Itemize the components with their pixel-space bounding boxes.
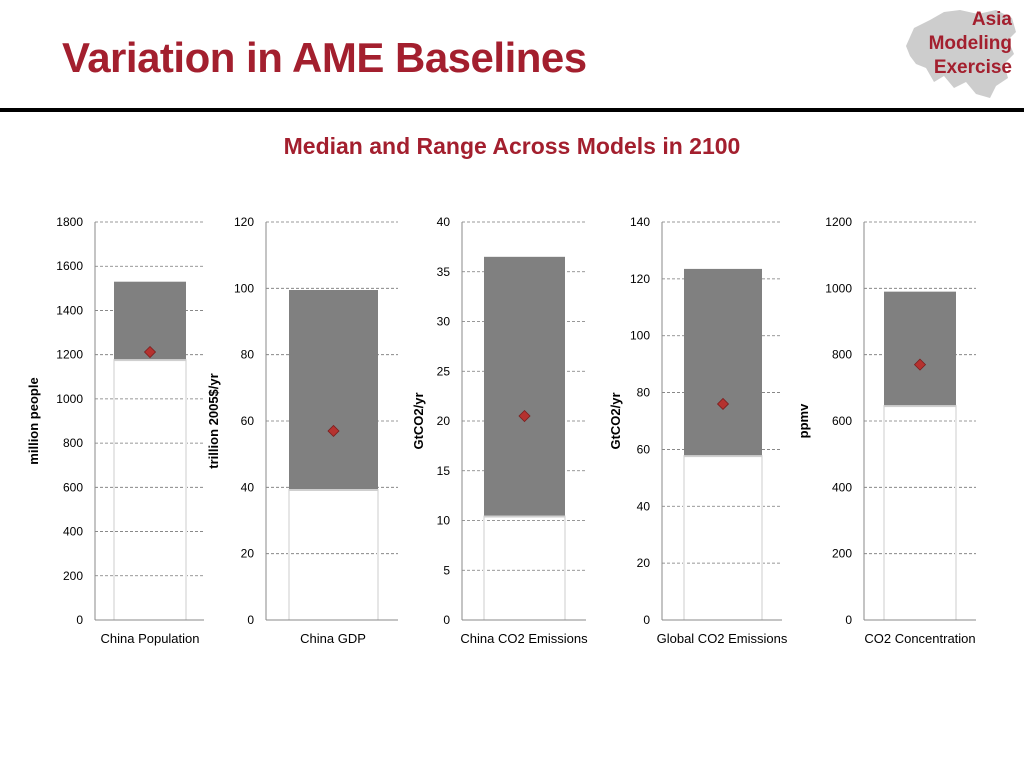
y-tick-label: 0 bbox=[247, 613, 254, 627]
y-tick-label: 20 bbox=[241, 547, 255, 561]
y-tick-label: 1000 bbox=[56, 392, 83, 406]
logo-line-exercise: Exercise bbox=[933, 57, 1012, 78]
y-tick-label: 1800 bbox=[56, 215, 83, 229]
median-marker bbox=[518, 409, 531, 423]
y-tick-label: 1200 bbox=[825, 215, 852, 229]
y-tick-label: 5 bbox=[443, 563, 450, 577]
y-tick-label: 100 bbox=[630, 329, 650, 343]
range-bar bbox=[684, 268, 762, 456]
y-tick-label: 20 bbox=[637, 556, 651, 570]
y-tick-label: 60 bbox=[637, 442, 651, 456]
y-tick-label: 80 bbox=[241, 348, 255, 362]
y-tick-label: 80 bbox=[637, 386, 651, 400]
y-tick-label: 0 bbox=[443, 613, 450, 627]
y-tick-label: 1000 bbox=[825, 281, 852, 295]
y-axis-label: GtCO2/yr bbox=[411, 392, 426, 449]
median-marker bbox=[716, 397, 730, 411]
category-label: Global CO2 Emissions bbox=[657, 631, 788, 646]
y-tick-label: 0 bbox=[845, 613, 852, 627]
y-tick-label: 800 bbox=[63, 436, 83, 450]
y-tick-label: 400 bbox=[63, 525, 83, 539]
y-tick-label: 120 bbox=[630, 272, 650, 286]
chart-panel-4: 0 20 40 60 80 100 120 140 GtCO2/yr Global CO2 Emi… bbox=[608, 215, 788, 646]
y-tick-label: 40 bbox=[637, 499, 651, 513]
category-label: China Population bbox=[100, 631, 199, 646]
header-divider bbox=[0, 108, 1024, 112]
chart-subtitle: Median and Range Across Models in 2100 bbox=[283, 133, 741, 159]
y-tick-label: 25 bbox=[437, 364, 451, 378]
logo-line-modeling: Modeling bbox=[928, 33, 1012, 54]
range-bar bbox=[484, 256, 565, 516]
y-tick-label: 1600 bbox=[56, 259, 83, 273]
y-tick-label: 0 bbox=[643, 613, 650, 627]
range-bar bbox=[289, 289, 378, 489]
y-axis-label: million people bbox=[26, 377, 41, 464]
y-tick-label: 600 bbox=[832, 414, 852, 428]
y-tick-label: 40 bbox=[241, 480, 255, 494]
chart-panel-3: 0 5 10 15 20 25 30 35 40 GtCO2/yr China CO2 Emissi… bbox=[411, 215, 588, 646]
y-tick-label: 20 bbox=[437, 414, 451, 428]
y-tick-label: 400 bbox=[832, 480, 852, 494]
y-tick-label: 600 bbox=[63, 480, 83, 494]
range-bar bbox=[884, 291, 956, 406]
y-tick-label: 200 bbox=[63, 569, 83, 583]
y-tick-label: 140 bbox=[630, 215, 650, 229]
logo-line-asia: Asia bbox=[971, 9, 1012, 30]
y-tick-label: 100 bbox=[234, 281, 254, 295]
page-title: Variation in AME Baselines bbox=[62, 34, 587, 81]
asia-map-logo-icon bbox=[906, 10, 1016, 98]
y-tick-label: 35 bbox=[437, 265, 451, 279]
y-axis-label: GtCO2/yr bbox=[608, 392, 623, 449]
y-tick-label: 40 bbox=[437, 215, 451, 229]
logo-text: Asia Modeling Exercise bbox=[896, 8, 1022, 80]
y-tick-label: 1200 bbox=[56, 348, 83, 362]
category-label: China GDP bbox=[300, 631, 366, 646]
category-label: CO2 Concentration bbox=[864, 631, 975, 646]
y-axis-label: ppmv bbox=[796, 403, 811, 438]
y-axis-label: trillion 2005$/yr bbox=[206, 373, 221, 468]
y-tick-label: 15 bbox=[437, 464, 451, 478]
chart-panel-2: 0 20 40 60 80 100 120 trillion 2005$/yr China GD… bbox=[206, 215, 398, 646]
chart-panel-1: 0 200 400 600 800 1000 1200 1400 1600 1800 million… bbox=[26, 215, 204, 646]
y-tick-label: 800 bbox=[832, 348, 852, 362]
category-label: China CO2 Emissions bbox=[460, 631, 588, 646]
y-tick-label: 200 bbox=[832, 547, 852, 561]
median-marker bbox=[327, 424, 340, 438]
y-tick-label: 10 bbox=[437, 514, 451, 528]
y-tick-label: 60 bbox=[241, 414, 255, 428]
y-tick-label: 120 bbox=[234, 215, 254, 229]
y-tick-label: 1400 bbox=[56, 303, 83, 317]
y-tick-label: 30 bbox=[437, 315, 451, 329]
median-marker bbox=[143, 345, 157, 359]
median-marker bbox=[913, 358, 927, 371]
y-tick-label: 0 bbox=[76, 613, 83, 627]
chart-panel-5: 0 200 400 600 800 1000 1200 ppmv CO2 Concentrati… bbox=[796, 215, 976, 646]
